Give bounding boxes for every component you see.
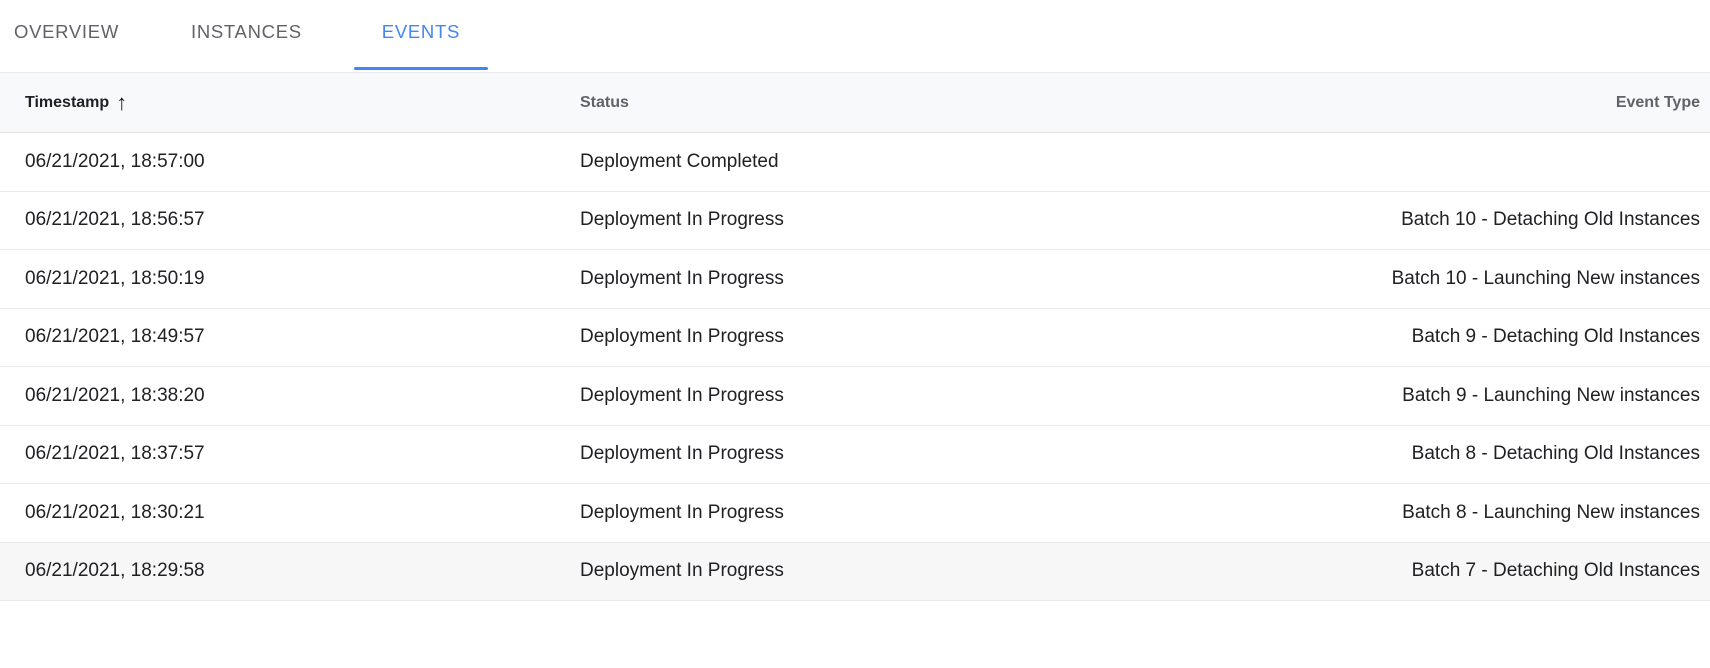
cell-timestamp: 06/21/2021, 18:30:21	[0, 502, 580, 524]
cell-event-type-text: Batch 9 - Launching New instances	[1402, 384, 1700, 406]
tab-events-underline	[353, 67, 489, 70]
table-row[interactable]: 06/21/2021, 18:38:20 Deployment In Progre…	[0, 367, 1710, 426]
cell-event-type: Batch 9 - Detaching Old Instances	[1243, 326, 1710, 348]
table-row[interactable]: 06/21/2021, 18:30:21 Deployment In Progre…	[0, 484, 1710, 543]
cell-event-type-text: Batch 10 - Detaching Old Instances	[1401, 209, 1700, 231]
cell-status: Deployment In Progress	[580, 443, 1243, 465]
cell-status: Deployment In Progress	[580, 326, 1243, 348]
cell-timestamp: 06/21/2021, 18:37:57	[0, 443, 580, 465]
tab-instances[interactable]: INSTANCES	[191, 0, 302, 72]
table-row[interactable]: 06/21/2021, 18:49:57 Deployment In Progre…	[0, 308, 1710, 367]
events-table: Timestamp ↑ Status Event Type 06/21/2021…	[0, 72, 1710, 601]
table-row[interactable]: 06/21/2021, 18:57:00 Deployment Completed	[0, 133, 1710, 192]
column-header-timestamp-label: Timestamp	[25, 93, 110, 111]
column-header-event-type[interactable]: Event Type	[1243, 94, 1710, 112]
tab-events[interactable]: EVENTS	[353, 0, 489, 72]
cell-status: Deployment In Progress	[580, 385, 1243, 407]
cell-status-text: Deployment In Progress	[580, 209, 784, 231]
cell-status: Deployment In Progress	[580, 268, 1243, 290]
cell-status-text: Deployment In Progress	[580, 501, 784, 523]
cell-status: Deployment In Progress	[580, 209, 1243, 231]
cell-event-type: Batch 9 - Launching New instances	[1243, 385, 1710, 407]
cell-event-type-text: Batch 7 - Detaching Old Instances	[1411, 560, 1700, 582]
cell-event-type: Batch 7 - Detaching Old Instances	[1243, 560, 1710, 582]
column-header-timestamp-inner: Timestamp ↑	[25, 89, 134, 115]
table-row[interactable]: 06/21/2021, 18:56:57 Deployment In Progre…	[0, 191, 1710, 250]
sort-arrow-up-icon: ↑	[116, 89, 128, 115]
tab-overview[interactable]: OVERVIEW	[14, 0, 119, 72]
column-header-status-label: Status	[580, 93, 629, 111]
column-header-event-type-label: Event Type	[1615, 93, 1700, 111]
cell-event-type-text: Batch 10 - Launching New instances	[1391, 267, 1700, 289]
cell-status-text: Deployment In Progress	[580, 560, 784, 582]
cell-event-type: Batch 10 - Launching New instances	[1243, 268, 1710, 290]
table-body: 06/21/2021, 18:57:00 Deployment Completed…	[0, 133, 1710, 601]
table-row[interactable]: 06/21/2021, 18:37:57 Deployment In Progre…	[0, 425, 1710, 484]
table-row[interactable]: 06/21/2021, 18:29:58 Deployment In Progre…	[0, 542, 1710, 601]
cell-status-text: Deployment In Progress	[580, 384, 784, 406]
cell-status: Deployment In Progress	[580, 560, 1243, 582]
cell-event-type-text: Batch 9 - Detaching Old Instances	[1411, 326, 1700, 348]
cell-event-type-text: Batch 8 - Detaching Old Instances	[1411, 443, 1700, 465]
cell-timestamp-text: 06/21/2021, 18:30:21	[25, 501, 205, 523]
tab-bar: OVERVIEW INSTANCES EVENTS	[0, 0, 1710, 72]
cell-timestamp-text: 06/21/2021, 18:49:57	[25, 326, 205, 348]
cell-timestamp: 06/21/2021, 18:57:00	[0, 151, 580, 173]
cell-timestamp-text: 06/21/2021, 18:50:19	[25, 267, 205, 289]
cell-status-text: Deployment In Progress	[580, 326, 784, 348]
cell-status: Deployment Completed	[580, 151, 1243, 173]
tab-events-label: EVENTS	[381, 21, 461, 42]
cell-timestamp: 06/21/2021, 18:49:57	[0, 326, 580, 348]
cell-timestamp-text: 06/21/2021, 18:37:57	[25, 443, 205, 465]
cell-event-type: Batch 10 - Detaching Old Instances	[1243, 209, 1710, 231]
cell-timestamp: 06/21/2021, 18:38:20	[0, 385, 580, 407]
cell-timestamp: 06/21/2021, 18:29:58	[0, 560, 580, 582]
cell-event-type-text: Batch 8 - Launching New instances	[1402, 501, 1700, 523]
column-header-timestamp[interactable]: Timestamp ↑	[0, 89, 580, 115]
tab-overview-underline	[14, 67, 119, 70]
tab-instances-label: INSTANCES	[190, 21, 302, 42]
column-header-status[interactable]: Status	[580, 94, 1243, 112]
cell-event-type: Batch 8 - Launching New instances	[1243, 502, 1710, 524]
table-row[interactable]: 06/21/2021, 18:50:19 Deployment In Progre…	[0, 250, 1710, 309]
cell-status-text: Deployment In Progress	[580, 443, 784, 465]
cell-timestamp-text: 06/21/2021, 18:57:00	[25, 150, 205, 172]
tab-instances-underline	[191, 67, 302, 70]
cell-status: Deployment In Progress	[580, 502, 1243, 524]
cell-timestamp: 06/21/2021, 18:56:57	[0, 209, 580, 231]
cell-timestamp-text: 06/21/2021, 18:38:20	[25, 384, 205, 406]
cell-status-text: Deployment Completed	[580, 150, 779, 172]
cell-timestamp: 06/21/2021, 18:50:19	[0, 268, 580, 290]
table-header-row: Timestamp ↑ Status Event Type	[0, 73, 1710, 133]
cell-timestamp-text: 06/21/2021, 18:56:57	[25, 209, 205, 231]
cell-status-text: Deployment In Progress	[580, 267, 784, 289]
tab-overview-label: OVERVIEW	[14, 21, 119, 42]
cell-timestamp-text: 06/21/2021, 18:29:58	[25, 560, 205, 582]
cell-event-type: Batch 8 - Detaching Old Instances	[1243, 443, 1710, 465]
